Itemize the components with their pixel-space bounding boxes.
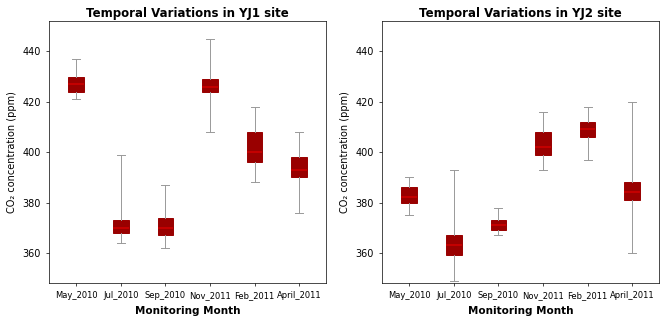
X-axis label: Monitoring Month: Monitoring Month: [135, 306, 240, 316]
PathPatch shape: [402, 187, 417, 203]
PathPatch shape: [69, 77, 84, 92]
PathPatch shape: [202, 79, 218, 92]
PathPatch shape: [247, 132, 262, 162]
PathPatch shape: [625, 182, 640, 200]
Title: Temporal Variations in YJ2 site: Temporal Variations in YJ2 site: [420, 7, 622, 20]
PathPatch shape: [446, 235, 462, 255]
PathPatch shape: [113, 220, 129, 233]
PathPatch shape: [158, 218, 173, 235]
Title: Temporal Variations in YJ1 site: Temporal Variations in YJ1 site: [87, 7, 289, 20]
Y-axis label: CO₂ concentration (ppm): CO₂ concentration (ppm): [7, 91, 17, 213]
PathPatch shape: [292, 157, 307, 177]
PathPatch shape: [535, 132, 551, 155]
PathPatch shape: [491, 220, 506, 230]
X-axis label: Monitoring Month: Monitoring Month: [468, 306, 573, 316]
Y-axis label: CO₂ concentration (ppm): CO₂ concentration (ppm): [340, 91, 350, 213]
PathPatch shape: [580, 122, 595, 137]
